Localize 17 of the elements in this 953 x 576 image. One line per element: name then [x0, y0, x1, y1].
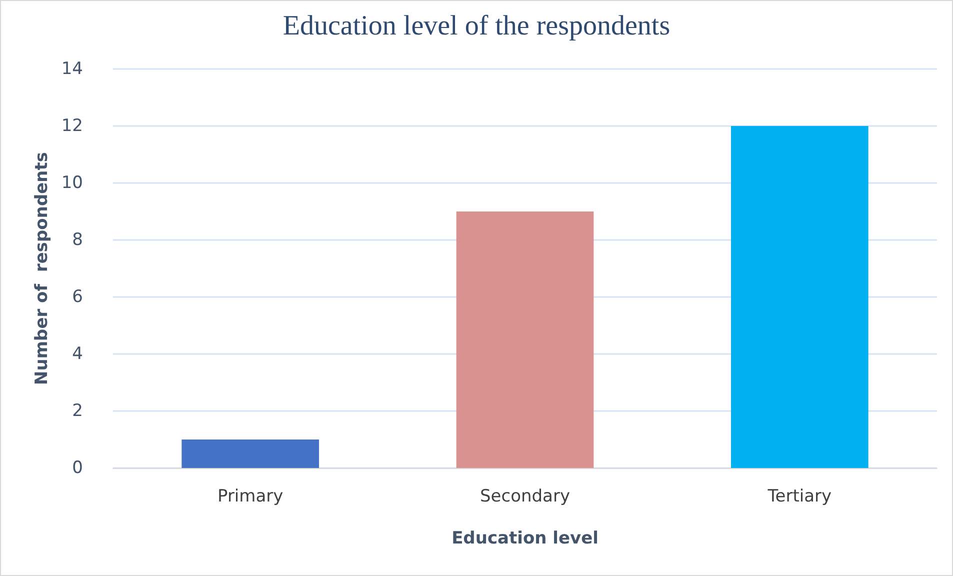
bar	[456, 212, 594, 468]
y-tick-label: 2	[72, 401, 83, 421]
y-axis-title: Number of respondents	[32, 152, 52, 385]
y-tick-label: 4	[72, 344, 83, 364]
y-tick-label: 14	[61, 59, 83, 79]
x-axis-title: Education level	[452, 528, 598, 548]
chart-title: Education level of the respondents	[282, 10, 670, 42]
y-tick-label: 12	[61, 116, 83, 136]
bar	[731, 126, 868, 468]
x-tick-label: Primary	[217, 486, 284, 506]
y-tick-label: 10	[61, 173, 83, 193]
y-tick-label: 6	[72, 287, 83, 307]
y-tick-label: 8	[72, 230, 83, 250]
y-tick-label: 0	[72, 458, 83, 478]
x-tick-label: Tertiary	[766, 486, 832, 506]
x-tick-label: Secondary	[480, 486, 570, 506]
bar	[182, 440, 319, 468]
